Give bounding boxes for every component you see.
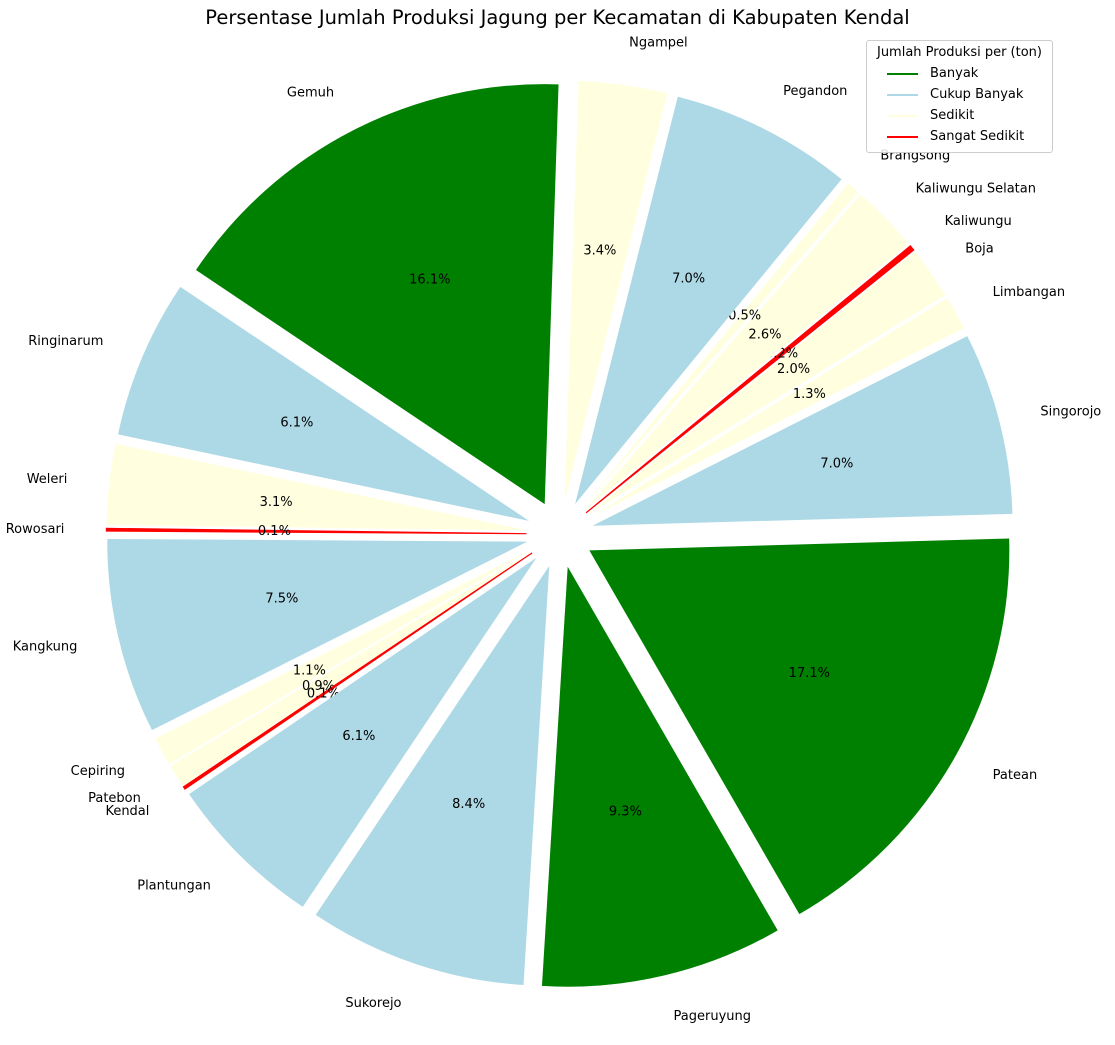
slice-name-label: Pegandon xyxy=(783,84,847,99)
slice-name-label: Sukorejo xyxy=(345,996,401,1011)
slice-percent-label: 1.1% xyxy=(293,663,326,678)
legend-entry-sedikit: Sedikit xyxy=(873,105,1046,126)
slice-name-label: Singorojo xyxy=(1040,405,1101,420)
legend-swatch xyxy=(887,135,918,138)
slice-percent-label: 6.1% xyxy=(342,729,375,744)
chart-legend: Jumlah Produksi per (ton) Banyak Cukup B… xyxy=(866,40,1053,153)
pie-slice-singorojo xyxy=(592,336,1013,526)
slice-name-label: Kaliwungu Selatan xyxy=(916,181,1036,196)
pie-slice-kaliwungu xyxy=(585,245,915,514)
pie-slice-patebon xyxy=(170,551,532,787)
legend-label: Banyak xyxy=(930,66,979,81)
pie-slice-plantungan xyxy=(189,557,537,907)
pie-slice-kangkung xyxy=(107,539,528,731)
legend-label: Sedikit xyxy=(930,108,975,123)
pie-slice-pageruyung xyxy=(541,566,778,987)
slice-name-label: Gemuh xyxy=(287,85,334,100)
slice-percent-label: 0.1% xyxy=(258,524,291,539)
pie-slice-weleri xyxy=(106,443,527,531)
chart-title: Persentase Jumlah Produksi Jagung per Ke… xyxy=(205,6,910,29)
slice-name-label: Cepiring xyxy=(71,764,125,779)
slice-percent-label: 9.3% xyxy=(609,805,642,820)
legend-entry-banyak: Banyak xyxy=(873,63,1046,84)
slice-name-label: Rowosari xyxy=(6,522,65,537)
slice-percent-label: 3.4% xyxy=(583,244,616,259)
slice-percent-label: 1.3% xyxy=(793,387,826,402)
pie-slice-kaliwungu-selatan xyxy=(584,194,909,511)
pie-slice-sukorejo xyxy=(315,565,550,986)
pie-slice-boja xyxy=(587,251,946,515)
legend-swatch xyxy=(887,72,918,75)
pie-slice-limbangan xyxy=(589,297,965,518)
slice-percent-label: 2.0% xyxy=(777,362,810,377)
slice-name-label: Plantungan xyxy=(137,878,211,893)
legend-entry-cukup-banyak: Cukup Banyak xyxy=(873,84,1046,105)
slice-name-label: Kendal xyxy=(105,804,149,819)
legend-label: Sangat Sedikit xyxy=(930,129,1025,144)
slice-percent-label: 7.5% xyxy=(265,591,298,606)
pie-slice-kendal xyxy=(182,552,533,790)
slice-name-label: Weleri xyxy=(27,472,68,487)
pie-slice-ngampel xyxy=(564,80,668,501)
pie-slice-rowosari xyxy=(105,527,527,535)
pie-slice-gemuh xyxy=(195,84,559,505)
slice-name-label: Kangkung xyxy=(13,639,78,654)
slice-name-label: Kaliwungu xyxy=(945,214,1012,229)
pie-slice-ringinarum xyxy=(118,286,530,521)
slice-name-label: Patean xyxy=(993,768,1038,783)
pie-slice-pegandon xyxy=(575,96,842,504)
slice-percent-label: 8.4% xyxy=(452,797,485,812)
pie-slice-cepiring xyxy=(155,550,531,765)
legend-entry-sangat-sedikit: Sangat Sedikit xyxy=(873,126,1046,147)
slice-percent-label: 17.1% xyxy=(789,666,830,681)
slice-name-label: Patebon xyxy=(88,791,141,806)
slice-percent-label: 7.0% xyxy=(820,456,853,471)
slice-percent-label: 2.6% xyxy=(748,328,781,343)
slice-percent-label: 6.1% xyxy=(280,415,313,430)
legend-title: Jumlah Produksi per (ton) xyxy=(876,45,1042,60)
slice-name-label: Ringinarum xyxy=(28,334,103,349)
slice-percent-label: 16.1% xyxy=(409,272,450,287)
slice-percent-label: 7.0% xyxy=(672,271,705,286)
slice-name-label: Limbangan xyxy=(993,285,1065,300)
pie-slice-patean xyxy=(589,538,1010,915)
slice-percent-label: 0.5% xyxy=(728,309,761,324)
pie-slice-brangsong xyxy=(581,183,859,509)
legend-swatch xyxy=(887,114,918,117)
slice-percent-label: 3.1% xyxy=(260,495,293,510)
slice-name-label: Ngampel xyxy=(629,36,687,51)
slice-name-label: Pageruyung xyxy=(674,1009,751,1024)
legend-swatch xyxy=(887,93,918,96)
legend-label: Cukup Banyak xyxy=(930,87,1024,102)
slice-name-label: Boja xyxy=(965,241,993,256)
